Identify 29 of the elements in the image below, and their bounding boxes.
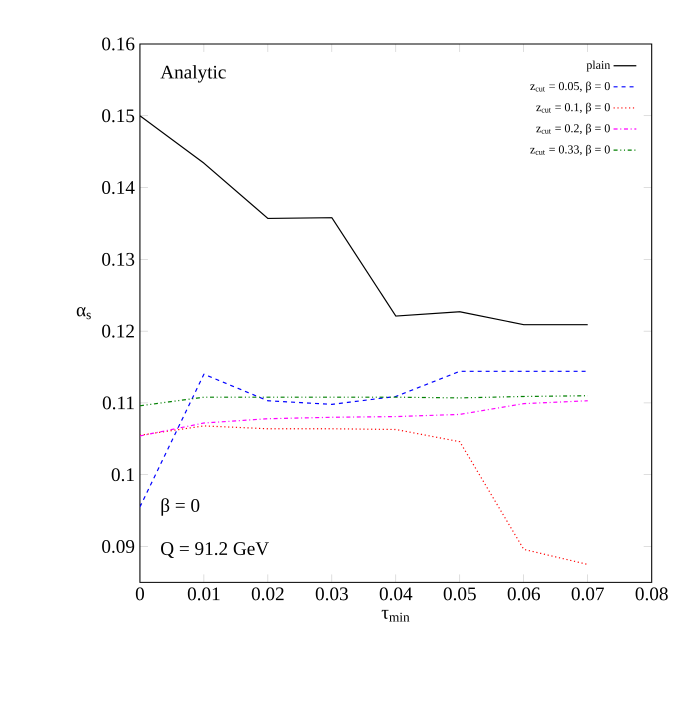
annotation: Q = 91.2 GeV (161, 542, 270, 558)
y-tick-label: 0.13 (102, 252, 134, 266)
y-tick-label: 0.14 (102, 181, 135, 194)
x-tick-label: 0.04 (380, 587, 412, 600)
x-tick-label: 0.05 (444, 587, 476, 600)
annotation: β = 0 (162, 498, 200, 516)
x-tick-label: 0.07 (572, 587, 604, 600)
legend-label: plain (586, 60, 610, 72)
legend-label: z$_{cut}$ = 0.33, β = 0 (530, 144, 610, 156)
x-tick-label: 0 (136, 587, 144, 600)
line-series (140, 425, 588, 566)
x-tick-label: 0.06 (508, 587, 540, 600)
y-tick-label: 0.12 (102, 324, 134, 338)
x-tick-label: 0.01 (188, 587, 220, 600)
y-tick-label: 0.11 (102, 396, 134, 410)
x-axis-title: τ$_{min}$ (382, 610, 410, 622)
line-series (140, 400, 588, 437)
legend-label: z$_{cut}$ = 0.05, β = 0 (530, 82, 610, 93)
y-tick-label: 0.15 (102, 109, 134, 122)
y-tick-label: 0.16 (102, 37, 135, 50)
x-tick-label: 0.03 (316, 587, 348, 600)
legend-label: z$_{cut}$ = 0.1, β = 0 (536, 102, 610, 114)
annotation: Analytic (160, 65, 226, 83)
x-tick-label: 0.02 (252, 587, 284, 600)
x-tick-label: 0.08 (636, 587, 668, 600)
legend-label: z$_{cut}$ = 0.2, β = 0 (536, 124, 610, 135)
y-tick-label: 0.09 (102, 540, 134, 554)
y-tick-label: 0.1 (112, 468, 134, 482)
y-axis-title: α$_{s}$ (76, 307, 91, 320)
